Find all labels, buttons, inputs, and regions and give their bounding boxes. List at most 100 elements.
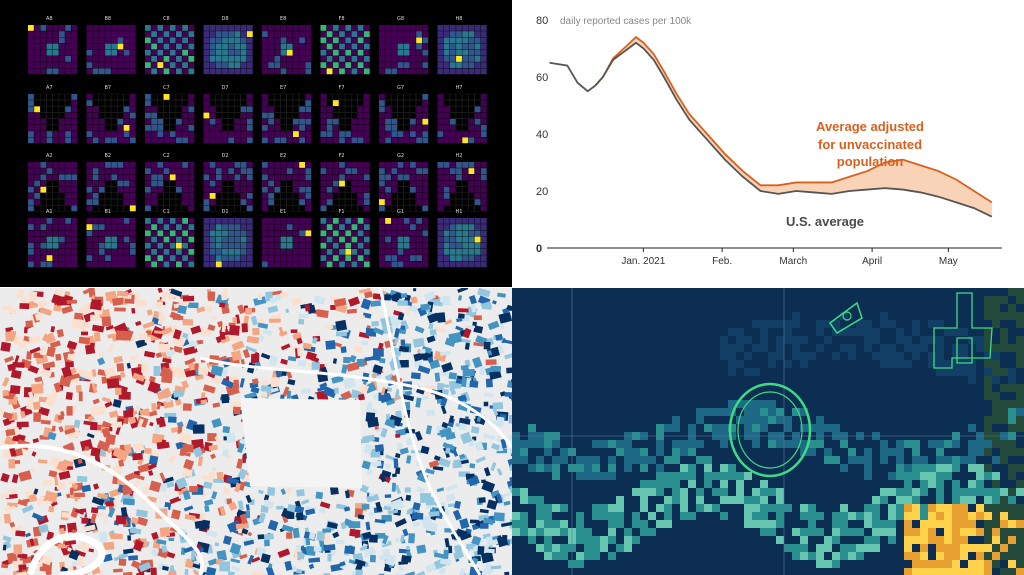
x-tick-label: May <box>939 256 958 267</box>
heatmap-F2 <box>320 162 370 212</box>
heatmap-label: F1 <box>339 209 345 215</box>
heatmap-E1 <box>262 218 312 268</box>
y-tick-label: 60 <box>536 72 548 84</box>
heatmap-peak-cell <box>215 261 222 268</box>
heatmap-G7 <box>379 93 429 144</box>
heatmap-peak-cell <box>385 218 391 224</box>
protected-area-outline <box>842 311 852 321</box>
heatmap-peak-cell <box>474 236 481 243</box>
y-tick-label: 20 <box>536 186 548 198</box>
heatmap-C1 <box>145 218 195 268</box>
heatmap-peak-cell <box>326 68 333 75</box>
heatmap-B1 <box>86 218 136 268</box>
heatmap-label: D8 <box>222 16 229 22</box>
heatmap-peak-cell <box>379 199 385 205</box>
heatmap-label: A7 <box>46 85 53 91</box>
protected-area-outline <box>956 337 973 364</box>
series-line-us-average <box>549 41 993 218</box>
x-tick-label: March <box>779 256 807 267</box>
heatmap-H2 <box>437 162 487 212</box>
heatmap-peak-cell <box>416 37 422 44</box>
heatmap-D2 <box>203 162 253 212</box>
heatmap-G2 <box>379 162 429 212</box>
heatmap-label: E7 <box>280 85 286 91</box>
heatmap-label: D1 <box>222 209 229 215</box>
heatmap-peak-cell <box>46 255 53 261</box>
raster-cells <box>512 288 1024 575</box>
x-tick-label: April <box>862 256 882 267</box>
city-map-panel <box>0 288 512 575</box>
heatmap-F7 <box>320 93 370 144</box>
heatmap-label: B8 <box>105 16 112 22</box>
heatmap-F1 <box>320 218 370 268</box>
heatmap-H1 <box>437 218 487 268</box>
river <box>26 532 106 575</box>
heatmap-label: C8 <box>163 16 170 22</box>
heatmap-peak-cell <box>123 125 130 131</box>
y-tick-label: 80 <box>536 15 548 27</box>
gap-band <box>595 37 992 217</box>
heatmap-E8 <box>262 25 312 75</box>
heatmap-E7 <box>262 93 312 144</box>
heatmap-label: F8 <box>339 16 345 22</box>
heatmap-A2 <box>28 162 78 212</box>
heatmap-label: D7 <box>222 85 229 91</box>
heatmap-label: H7 <box>456 85 463 91</box>
heatmap-panel: A8 B8 C8 D8 E8 F8 G8 H8 A7 B7 C7 D7 E7 F7 G7 H7 A2 B2 C2 D2… <box>0 0 512 287</box>
heatmap-peak-cell <box>28 25 34 31</box>
heatmap-label: F2 <box>339 153 345 159</box>
heatmap-peak-cell <box>246 31 253 37</box>
line-chart-panel: 0 20 40 60 80 daily reported cases per 100k Ja… <box>512 0 1024 287</box>
heatmap-peak-cell <box>468 168 475 174</box>
heatmap-label: B1 <box>105 209 112 215</box>
protected-area-outline <box>933 292 993 369</box>
heatmap-label: E1 <box>280 209 286 215</box>
heatmap-peak-cell <box>462 137 469 144</box>
heatmap-A1 <box>28 218 78 268</box>
heatmap-peak-cell <box>339 180 345 187</box>
heatmap-label: G1 <box>397 209 404 215</box>
heatmap-peak-cell <box>299 162 305 168</box>
heatmap-label: B7 <box>105 85 112 91</box>
heatmap-peak-cell <box>129 205 136 212</box>
heatmap-peak-cell <box>332 100 339 106</box>
heatmap-label: A8 <box>46 16 53 22</box>
building-blocks <box>0 288 512 575</box>
heatmap-peak-cell <box>117 43 124 50</box>
heatmap-B2 <box>86 162 136 212</box>
heatmap-label: A2 <box>46 153 53 159</box>
annotation-label: U.S. average <box>786 214 864 229</box>
satellite-map-panel <box>512 288 1024 575</box>
heatmap-label: D2 <box>222 153 229 159</box>
heatmap-C8 <box>145 25 195 75</box>
heatmap-D1 <box>203 218 253 268</box>
x-tick-label: Feb. <box>712 256 732 267</box>
heatmap-peak-cell <box>176 242 182 249</box>
annotation-label: Average adjusted <box>816 119 924 134</box>
heatmap-D7 <box>203 93 253 144</box>
heatmap-peak-cell <box>293 131 299 137</box>
heatmap-label: A1 <box>46 209 53 215</box>
heatmap-label: H8 <box>456 16 463 22</box>
road <box>378 288 482 575</box>
park <box>240 398 362 488</box>
heatmap-label: F7 <box>339 85 345 91</box>
heatmap-label: G2 <box>397 153 404 159</box>
heatmap-G1 <box>379 218 429 268</box>
heatmap-peak-cell <box>163 94 170 100</box>
heatmap-label: H1 <box>456 209 463 215</box>
annotation-label: population <box>837 154 903 169</box>
island-inner-outline <box>737 391 803 469</box>
satellite-map <box>512 288 1024 575</box>
road <box>199 356 512 449</box>
heatmap-B7 <box>86 93 136 144</box>
heatmap-label: C1 <box>163 209 170 215</box>
heatmap-peak-cell <box>34 106 40 113</box>
heatmap-peak-cell <box>305 230 312 237</box>
heatmap-peak-cell <box>209 193 216 199</box>
heatmap-D8 <box>203 25 253 75</box>
heatmap-peak-cell <box>203 112 210 119</box>
heatmap-label: G7 <box>397 85 404 91</box>
y-tick-label: 0 <box>536 243 542 255</box>
heatmap-C7 <box>145 93 195 144</box>
